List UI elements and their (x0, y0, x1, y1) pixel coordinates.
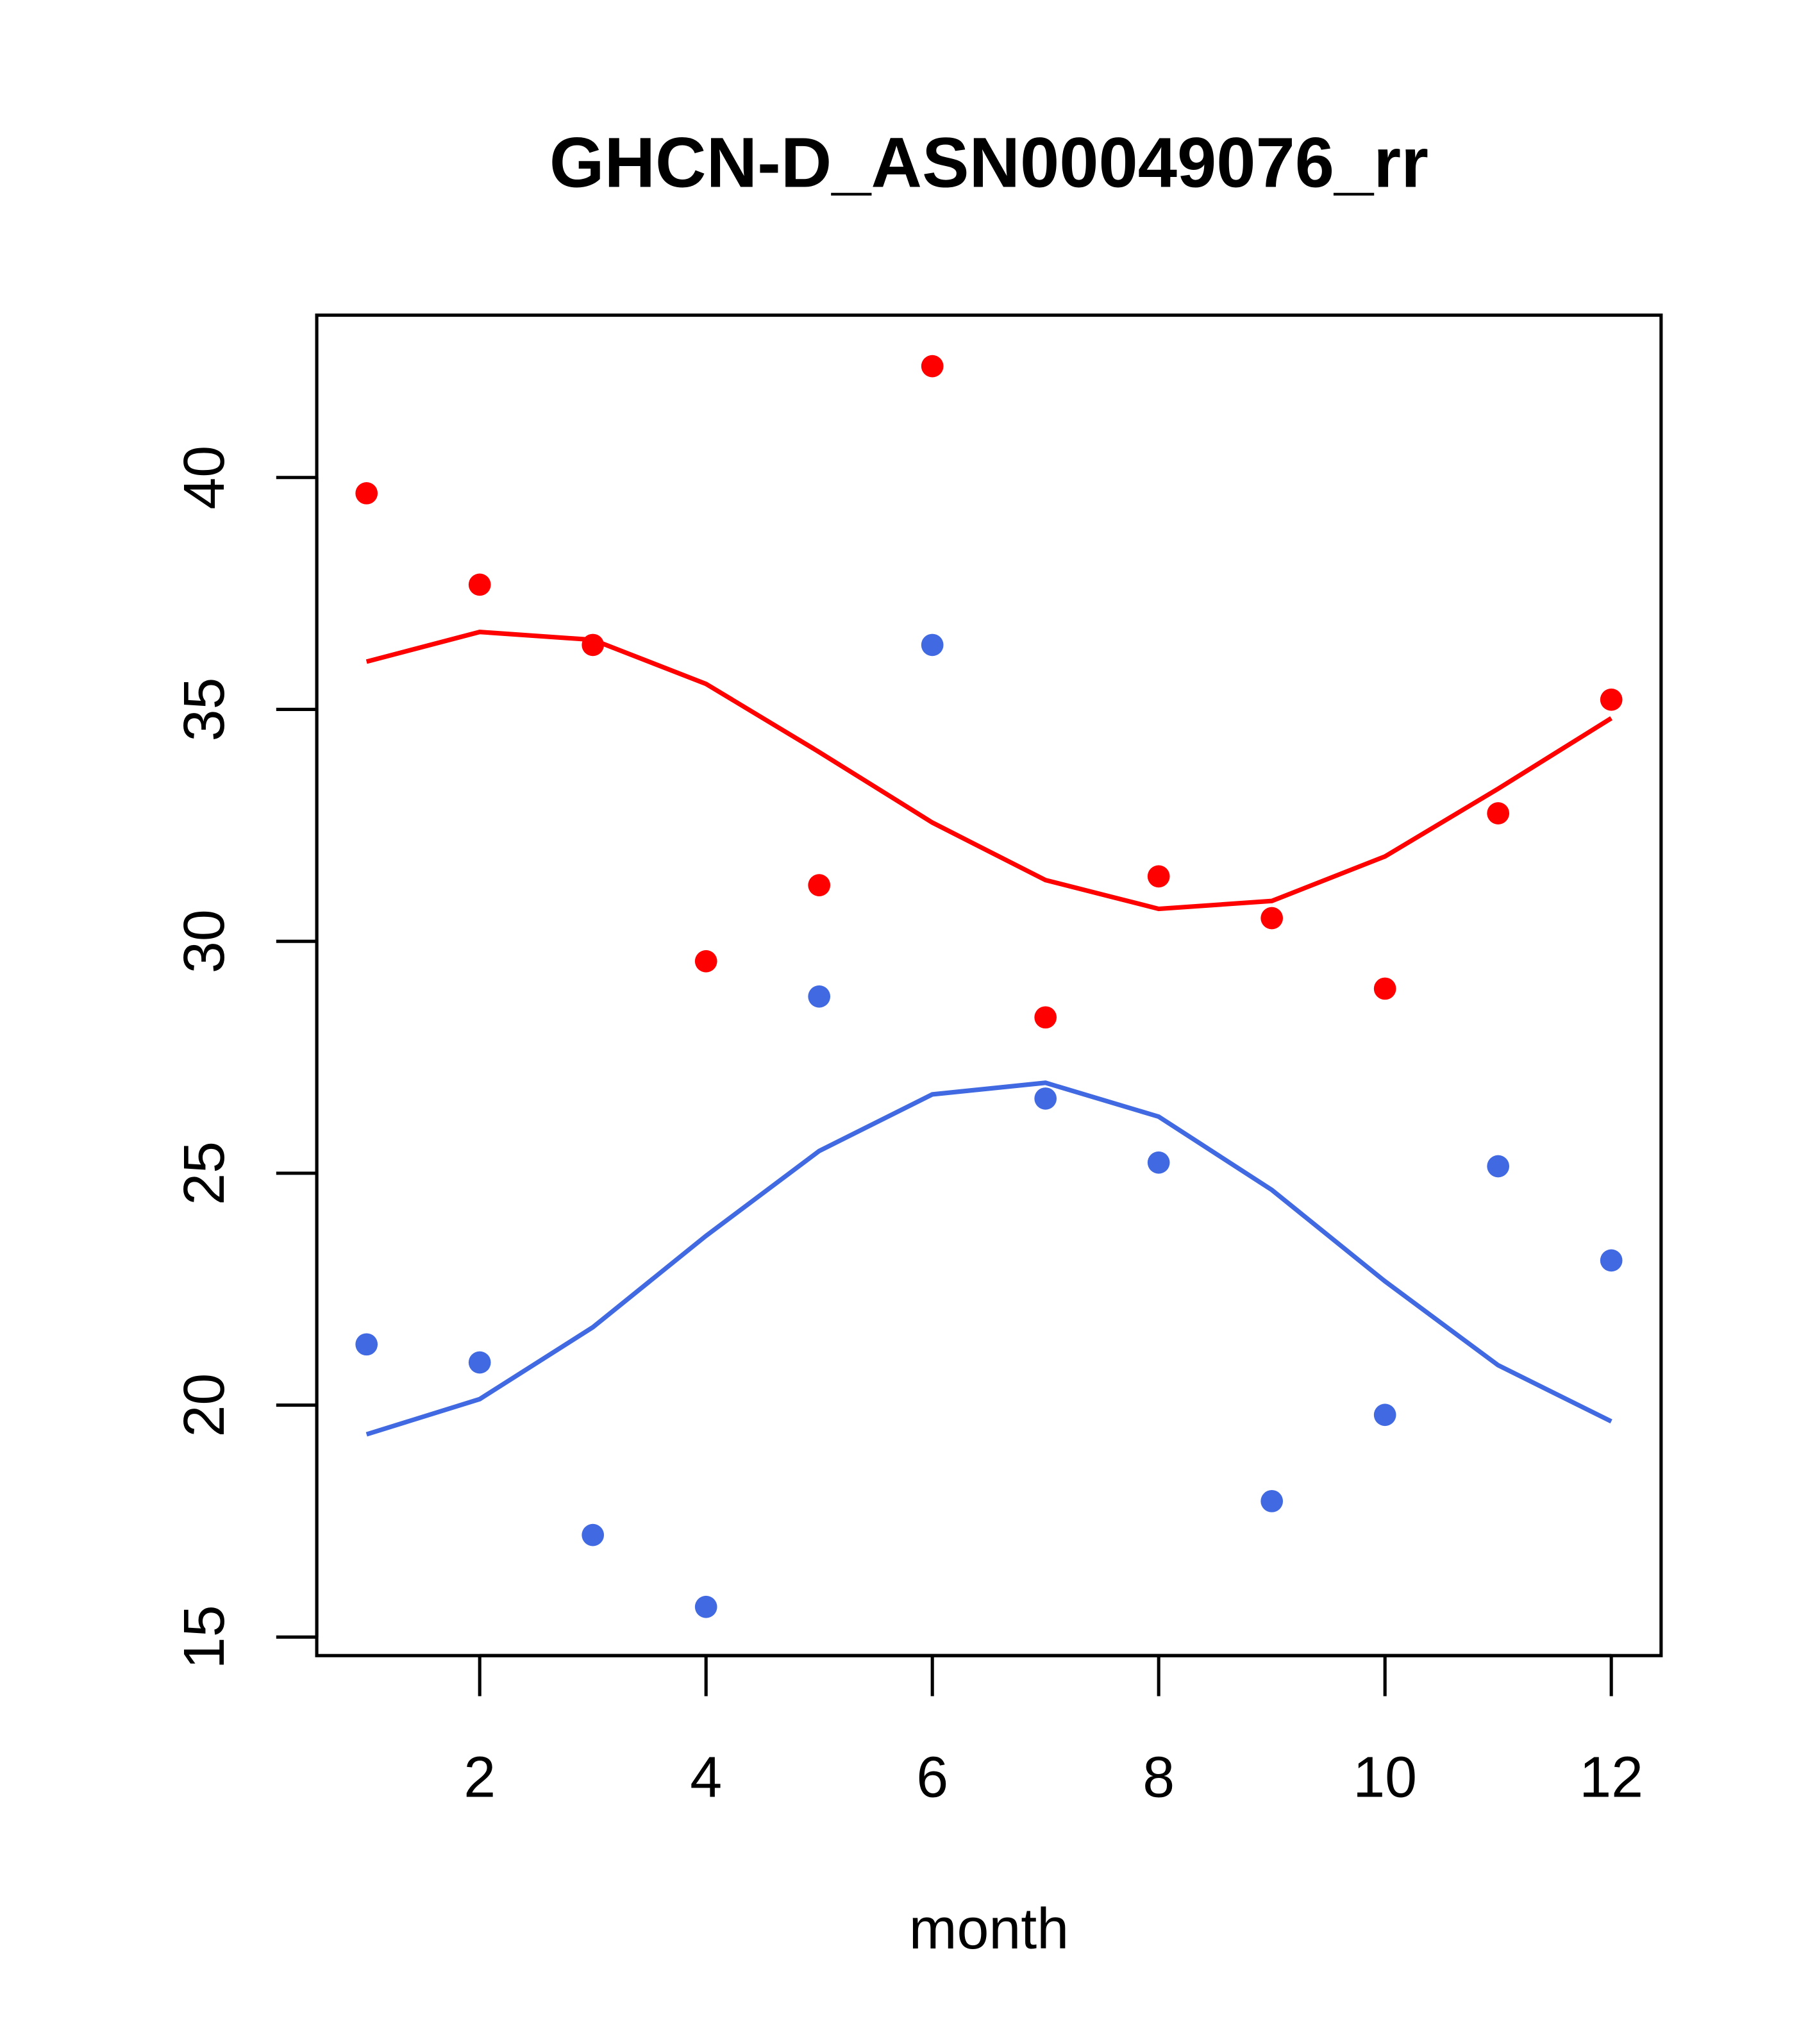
data-point (355, 482, 378, 505)
data-point (1373, 977, 1396, 1000)
data-point (921, 355, 944, 378)
data-point (694, 1595, 717, 1618)
data-point (355, 1333, 378, 1356)
data-point (808, 874, 831, 896)
data-point (1373, 1403, 1396, 1427)
y-tick-label: 30 (172, 909, 237, 973)
data-point (1260, 1489, 1284, 1512)
x-tick-label: 8 (1143, 1746, 1175, 1810)
series-line (365, 1080, 1612, 1437)
data-point (1034, 1087, 1057, 1110)
y-tick-label: 40 (172, 446, 237, 510)
x-axis-label: month (909, 1897, 1069, 1961)
y-tick-label: 15 (172, 1605, 237, 1669)
y-tick-label: 35 (172, 678, 237, 742)
data-point (468, 1351, 491, 1374)
data-point (1600, 688, 1623, 711)
y-tick-label: 20 (172, 1373, 237, 1437)
x-tick-label: 12 (1579, 1746, 1643, 1810)
data-point (1034, 1006, 1057, 1029)
data-point (921, 633, 944, 657)
data-point (1600, 1249, 1623, 1272)
data-point (1487, 802, 1510, 825)
y-tick-label: 25 (172, 1141, 237, 1205)
data-point (582, 1523, 605, 1546)
data-point (1487, 1155, 1510, 1178)
data-point (468, 573, 491, 596)
x-tick-label: 2 (464, 1746, 496, 1810)
chart-title: GHCN-D_ASN00049076_rr (549, 124, 1428, 203)
y-axis: 15 20 25 30 35 40 (172, 446, 319, 1669)
x-axis: 2 4 6 8 10 12 (464, 1654, 1643, 1810)
data-point (1260, 907, 1284, 930)
series-line (365, 630, 1613, 912)
plot-frame (315, 314, 1663, 1657)
data-point (694, 950, 717, 973)
data-point (808, 985, 831, 1008)
x-tick-label: 6 (916, 1746, 948, 1810)
data-point (1147, 1151, 1170, 1174)
x-tick-label: 10 (1353, 1746, 1417, 1810)
data-point (1147, 865, 1170, 888)
x-tick-label: 4 (690, 1746, 722, 1810)
plot-marks (355, 355, 1623, 1618)
